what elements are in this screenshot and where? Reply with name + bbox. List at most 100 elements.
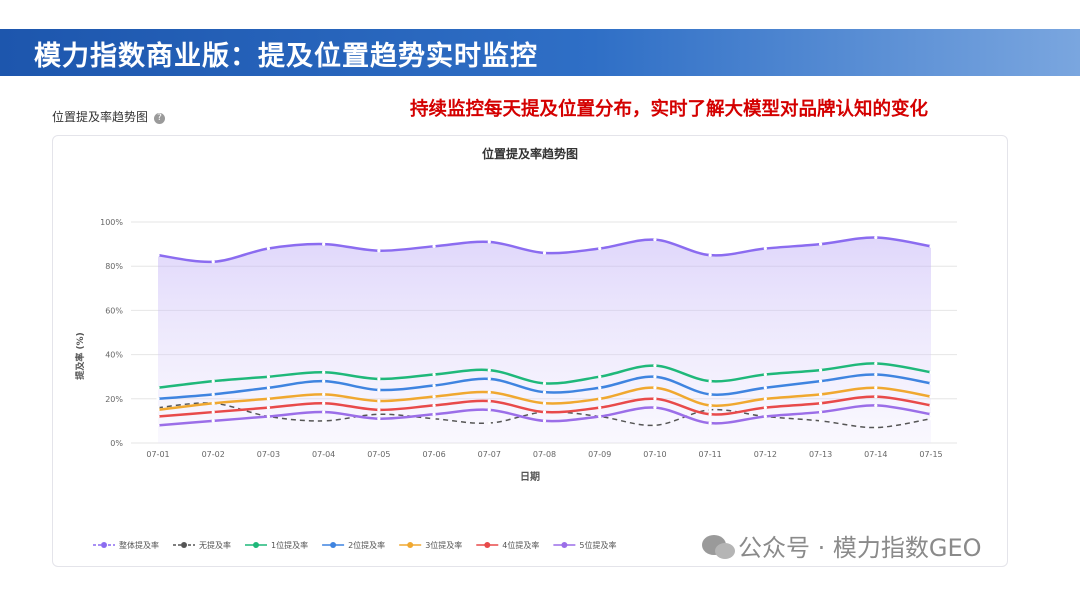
x-tick-label: 07-03 — [257, 450, 280, 459]
point — [377, 412, 381, 416]
point — [487, 368, 491, 372]
point — [266, 375, 271, 379]
x-tick-label: 07-10 — [643, 450, 666, 459]
point — [763, 372, 767, 377]
point — [929, 381, 933, 385]
point — [598, 406, 602, 410]
y-axis-label: 提及率 (%) — [74, 332, 86, 379]
point — [156, 397, 160, 401]
x-tick-label: 07-02 — [202, 450, 225, 459]
point — [818, 401, 823, 405]
point — [542, 251, 547, 255]
legend-dot — [330, 542, 337, 548]
x-tick-label: 07-09 — [588, 450, 611, 459]
point — [211, 401, 215, 405]
point — [432, 412, 436, 416]
point — [156, 406, 160, 410]
point — [929, 417, 933, 421]
point — [542, 381, 547, 385]
x-tick-label: 07-12 — [754, 450, 777, 459]
x-tick-label: 07-13 — [809, 450, 832, 459]
point — [708, 408, 712, 412]
point — [266, 397, 271, 401]
point — [542, 419, 547, 423]
point — [156, 423, 160, 427]
point — [929, 244, 933, 248]
point — [322, 410, 326, 414]
point — [598, 386, 602, 390]
wechat-icon — [702, 535, 735, 559]
section-label: 位置提及率趋势图? — [52, 108, 166, 125]
point — [322, 370, 326, 374]
point — [211, 260, 215, 264]
point — [211, 419, 215, 423]
point — [818, 410, 823, 414]
point — [322, 401, 326, 405]
point — [266, 386, 271, 390]
point — [432, 394, 436, 399]
point — [763, 397, 767, 401]
point — [377, 377, 381, 381]
y-tick-label: 60% — [105, 306, 123, 315]
point — [653, 238, 657, 242]
legend-label: 2位提及率 — [348, 540, 385, 550]
point — [542, 401, 547, 405]
x-tick-label: 07-07 — [478, 450, 501, 459]
x-axis-label: 日期 — [520, 470, 540, 483]
point — [874, 403, 878, 408]
point — [818, 242, 823, 246]
point — [653, 406, 657, 410]
point — [874, 386, 878, 390]
header-title: 模力指数商业版：提及位置趋势实时监控 — [34, 41, 538, 72]
point — [653, 397, 657, 401]
point — [487, 408, 491, 412]
chart: 位置提及率趋势图 日期 提及率 (%) 0% 20% 40% 60% 80% 100% 07… — [74, 146, 957, 550]
point — [156, 414, 160, 419]
point — [708, 379, 712, 383]
point — [266, 414, 271, 419]
point — [322, 392, 326, 396]
point — [708, 392, 712, 396]
help-icon[interactable]: ? — [154, 113, 166, 124]
legend-dot — [101, 542, 107, 548]
point — [874, 394, 878, 399]
point — [432, 403, 436, 408]
point — [487, 390, 491, 394]
x-tick-label: 07-06 — [422, 450, 445, 459]
point — [874, 361, 878, 366]
point — [598, 397, 602, 401]
annotation: 持续监控每天提及位置分布，实时了解大模型对品牌认知的变化 — [410, 99, 929, 120]
legend-label: 无提及率 — [199, 540, 231, 550]
point — [763, 414, 767, 419]
point — [542, 410, 547, 414]
y-tick-label: 80% — [105, 262, 123, 271]
point — [322, 242, 326, 246]
legend-label: 5位提及率 — [579, 540, 616, 550]
point — [874, 372, 878, 377]
point — [432, 383, 436, 388]
point — [542, 390, 547, 394]
point — [487, 421, 491, 425]
point — [377, 417, 381, 421]
point — [818, 392, 823, 396]
point — [929, 403, 933, 408]
point — [929, 370, 933, 374]
point — [653, 423, 657, 427]
x-tick-label: 07-14 — [864, 450, 887, 459]
point — [653, 375, 657, 379]
legend-label: 3位提及率 — [425, 540, 462, 550]
x-tick-label: 07-15 — [919, 450, 942, 459]
point — [763, 246, 767, 251]
point — [929, 412, 933, 416]
point — [211, 379, 215, 383]
legend-label: 整体提及率 — [119, 540, 159, 550]
point — [377, 408, 381, 412]
point — [156, 386, 160, 390]
point — [708, 412, 712, 416]
point — [266, 406, 271, 410]
point — [432, 372, 436, 377]
chart-panel: 位置提及率趋势图 日期 提及率 (%) 0% 20% 40% 60% 80% 100% 07… — [52, 135, 1008, 567]
point — [763, 386, 767, 390]
point — [322, 379, 326, 383]
